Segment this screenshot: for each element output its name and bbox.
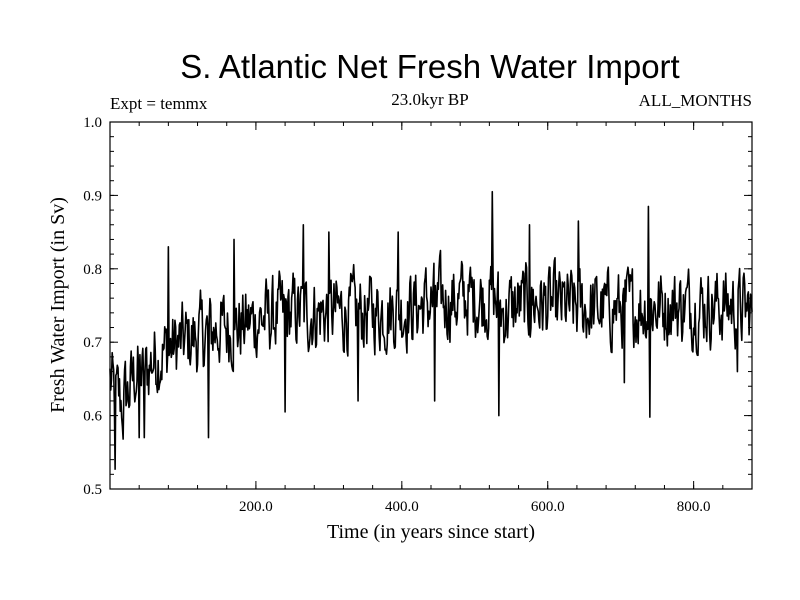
y-tick-label: 0.6 <box>83 409 102 425</box>
series-group <box>109 190 753 470</box>
y-axis-label: Fresh Water Import (in Sv) <box>47 197 69 413</box>
y-tick-label: 0.7 <box>83 335 102 351</box>
chart-title: S. Atlantic Net Fresh Water Import <box>180 48 680 85</box>
tick-label-group: 0.5 0.6 0.7 0.8 0.9 1.0 200.0 400.0 600.0 800.0 <box>83 115 710 515</box>
y-tick-label: 1.0 <box>83 115 102 131</box>
x-tick-label: 200.0 <box>239 499 273 515</box>
series-line <box>109 190 753 470</box>
y-tick-label: 0.9 <box>83 188 102 204</box>
x-tick-label: 800.0 <box>677 499 711 515</box>
x-axis-label: Time (in years since start) <box>327 521 535 543</box>
y-tick-label: 0.8 <box>83 262 102 278</box>
chart-subtitle: 23.0kyr BP <box>391 90 469 109</box>
experiment-label: Expt = temmx <box>110 94 208 113</box>
x-tick-label: 600.0 <box>531 499 565 515</box>
tick-group <box>109 121 753 490</box>
months-label: ALL_MONTHS <box>638 91 752 110</box>
y-tick-label: 0.5 <box>83 482 102 498</box>
x-tick-label: 400.0 <box>385 499 419 515</box>
